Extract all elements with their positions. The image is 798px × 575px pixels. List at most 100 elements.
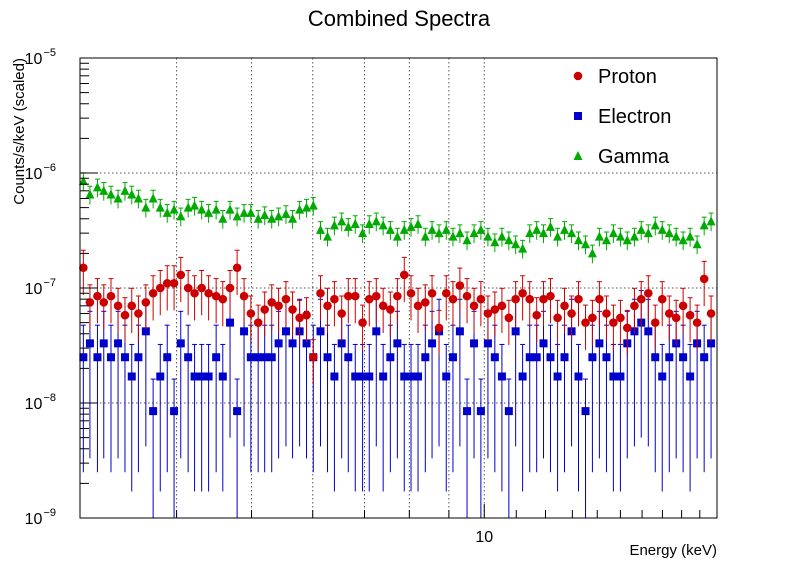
legend-marker-gamma: [573, 151, 583, 160]
gamma-point: [78, 176, 88, 186]
gamma-point: [434, 228, 444, 238]
electron-point: [665, 353, 674, 362]
gamma-point: [113, 193, 123, 203]
gamma-point: [692, 239, 702, 249]
proton-point: [378, 301, 388, 311]
electron-point: [246, 353, 255, 362]
gamma-point: [643, 228, 653, 238]
proton-point: [644, 288, 653, 298]
electron-point: [442, 372, 451, 381]
gamma-point: [343, 221, 353, 231]
proton-point: [106, 291, 116, 301]
electron-point: [106, 353, 115, 362]
proton-point: [183, 283, 193, 293]
electron-point: [518, 372, 527, 381]
electron-point: [226, 318, 235, 327]
gamma-point: [260, 210, 270, 220]
gamma-point: [469, 228, 479, 238]
electron-point: [372, 327, 381, 336]
gamma-point: [364, 219, 374, 229]
electron-point: [470, 339, 479, 348]
proton-point: [441, 288, 451, 298]
electron-point: [463, 407, 472, 416]
proton-point: [678, 301, 688, 311]
proton-point: [302, 310, 311, 320]
electron-point: [616, 372, 625, 381]
gamma-point: [441, 224, 451, 234]
gamma-point: [302, 202, 312, 212]
gamma-point: [615, 231, 625, 241]
electron-point: [421, 353, 430, 362]
gamma-point: [197, 204, 207, 214]
tick-labels: 10−9 10−8 10−7 10−6 10−5 10: [25, 47, 494, 546]
proton-point: [476, 294, 486, 304]
proton-point: [134, 309, 143, 318]
proton-point: [539, 294, 548, 304]
gamma-point: [92, 182, 102, 192]
gamma-point: [539, 228, 549, 238]
proton-point: [99, 298, 109, 307]
electron-point: [553, 372, 562, 381]
gamma-point: [99, 185, 109, 195]
proton-point: [281, 294, 291, 304]
electron-point: [483, 339, 492, 348]
gamma-point: [581, 239, 591, 249]
electron-point: [184, 353, 193, 362]
gamma-point: [127, 189, 137, 199]
electron-point: [156, 372, 165, 381]
gamma-point: [476, 224, 486, 234]
electron-point: [218, 372, 227, 381]
gamma-point: [162, 207, 172, 217]
gamma-point: [267, 213, 277, 223]
gamma-point: [274, 211, 284, 221]
gamma-point: [532, 224, 542, 234]
proton-point: [616, 313, 625, 323]
gamma-point: [518, 243, 528, 253]
electron-point: [511, 327, 520, 336]
gamma-point: [211, 204, 221, 214]
gamma-point: [218, 213, 228, 223]
proton-point: [162, 278, 172, 288]
electron-point: [204, 372, 213, 381]
legend-label-electron: Electron: [598, 106, 671, 128]
gamma-point: [560, 224, 570, 234]
gamma-point: [413, 219, 423, 229]
proton-point: [288, 305, 297, 314]
gamma-point: [573, 235, 583, 245]
gamma-point: [378, 220, 388, 230]
chart-title: Combined Spectra: [308, 6, 491, 31]
electron-point: [85, 339, 94, 348]
proton-point: [267, 298, 277, 307]
gamma-point: [462, 235, 472, 245]
gamma-point: [525, 228, 535, 238]
proton-point: [148, 288, 158, 298]
electron-point: [93, 353, 102, 362]
proton-point: [337, 309, 346, 318]
electron-point: [539, 339, 548, 348]
gamma-point: [337, 216, 347, 226]
proton-point: [358, 318, 367, 327]
legend-entry-gamma: Gamma: [573, 146, 670, 168]
electron-point: [448, 353, 457, 362]
electron-point: [609, 372, 618, 381]
electron-point: [476, 407, 485, 416]
electron-point: [197, 372, 206, 381]
gamma-point: [148, 193, 158, 203]
gamma-point: [706, 216, 716, 226]
electron-point: [581, 407, 590, 416]
proton-point: [308, 352, 318, 362]
gamma-point: [371, 216, 381, 226]
gamma-point: [308, 200, 318, 210]
legend-label-proton: Proton: [598, 66, 657, 88]
proton-point: [699, 274, 709, 284]
y-axis-title: Counts/s/keV (scaled): [11, 58, 28, 205]
electron-point: [595, 339, 604, 348]
axis-ticks: [79, 62, 718, 519]
proton-point: [546, 291, 555, 301]
gamma-point: [483, 231, 493, 241]
gamma-point: [169, 204, 179, 214]
electron-point: [532, 353, 541, 362]
electron-point: [240, 327, 249, 336]
gamma-point: [567, 228, 577, 238]
gamma-point: [329, 220, 339, 230]
